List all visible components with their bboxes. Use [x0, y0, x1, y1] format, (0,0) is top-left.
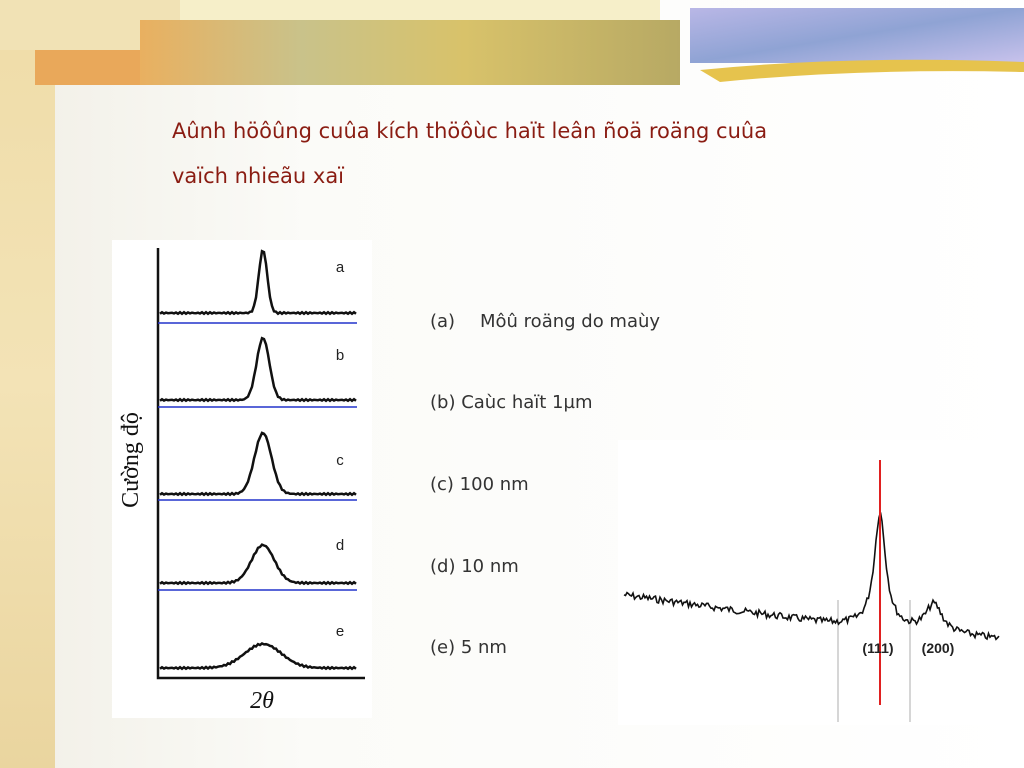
baselines: [158, 322, 357, 591]
peak-label: (111): [862, 640, 893, 656]
list-item: (d) 10 nm: [430, 556, 519, 577]
figure-right: [618, 440, 1013, 725]
curve-label: e: [336, 623, 344, 640]
banner-grass: [700, 59, 1024, 82]
title-line: vaïch nhieãu xaï: [172, 164, 344, 188]
peak-label: (200): [922, 640, 955, 656]
x-axis-label: 2θ: [250, 688, 274, 714]
figure-left: [112, 240, 372, 718]
curve-label: b: [336, 347, 344, 364]
y-axis-label: Cường độ: [118, 412, 144, 508]
list-item: (e) 5 nm: [430, 637, 507, 658]
curve: [159, 431, 357, 497]
list-marker: (a): [430, 311, 455, 332]
curves: [159, 249, 357, 671]
banner-orange: [35, 50, 145, 85]
xrd-curve: [623, 512, 1000, 641]
curve: [159, 336, 357, 403]
list-item: (c) 100 nm: [430, 474, 529, 495]
curve-label: d: [336, 537, 344, 554]
curve: [159, 249, 357, 316]
list-item: (b) Caùc haït 1µm: [430, 392, 592, 413]
banner-top: [180, 0, 660, 20]
curve: [159, 543, 357, 586]
curve: [159, 642, 357, 671]
banner-blue: [690, 8, 1024, 63]
banner-leaves: [140, 20, 680, 85]
list-item: Môû roäng do maùy: [480, 311, 660, 332]
curve-label: c: [336, 452, 344, 469]
title-line: Aûnh höôûng cuûa kích thöôùc haït leân ñ…: [172, 119, 767, 143]
axes: [156, 248, 365, 680]
left-strip: [0, 0, 55, 768]
curve-label: a: [336, 259, 345, 276]
